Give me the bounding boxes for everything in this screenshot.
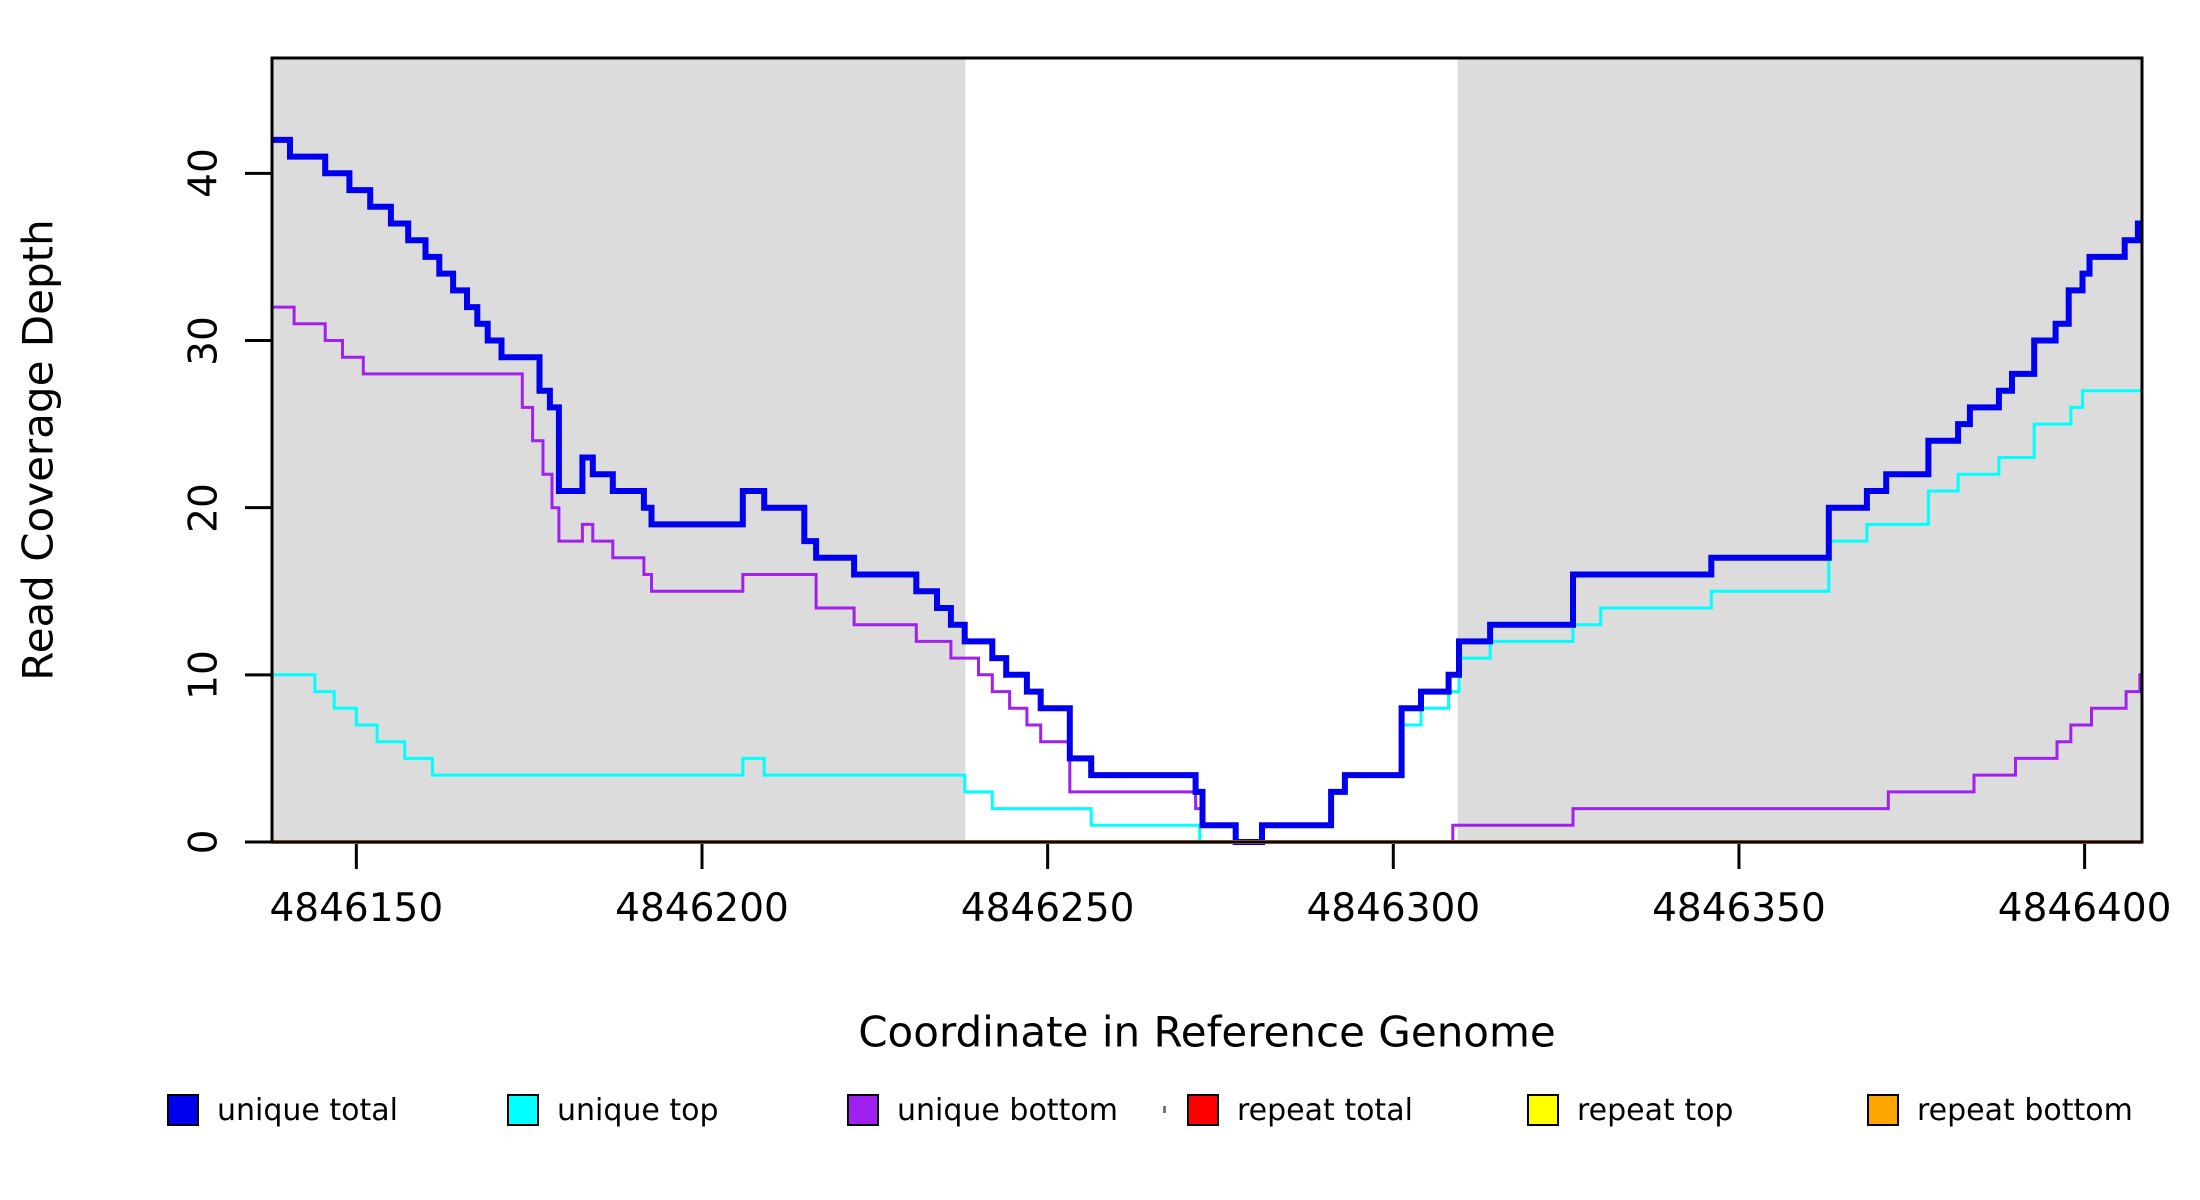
y-tick-label: 30 (181, 315, 227, 366)
repeat-region-band-0 (272, 58, 966, 842)
x-tick-label: 4846200 (615, 886, 789, 931)
legend-item-unique-top: unique top (507, 1078, 719, 1142)
y-tick-label: 0 (181, 829, 227, 855)
legend-item-repeat-top: repeat top (1527, 1078, 1733, 1142)
legend: unique total unique top unique bottom re… (0, 1078, 2200, 1148)
x-tick-label: 4846350 (1652, 886, 1826, 931)
y-tick-label: 20 (181, 482, 227, 533)
legend-item-unique-total: unique total (167, 1078, 398, 1142)
series-line-unique-bottom (272, 305, 2142, 844)
legend-swatch-repeat-top (1527, 1094, 1559, 1126)
legend-label: unique top (557, 1092, 719, 1128)
plot-box-border (270, 56, 2144, 844)
legend-label: repeat total (1237, 1092, 1413, 1128)
x-axis-title: Coordinate in Reference Genome (858, 1007, 1556, 1057)
x-tick-label: 4846300 (1306, 886, 1481, 931)
y-tick-label: 10 (181, 650, 227, 700)
legend-label: unique bottom (897, 1092, 1118, 1128)
legend-label: repeat bottom (1917, 1092, 2133, 1128)
legend-item-repeat-bottom: repeat bottom (1867, 1078, 2133, 1142)
legend-label: unique total (217, 1092, 399, 1128)
repeat-region-band-1 (1457, 58, 2142, 842)
legend-swatch-unique-total (167, 1094, 199, 1126)
legend-item-repeat-total: repeat total (1187, 1078, 1413, 1142)
legend-swatch-unique-top (507, 1094, 539, 1126)
y-tick-label: 40 (181, 148, 227, 199)
legend-swatch-repeat-bottom (1867, 1094, 1899, 1126)
legend-label: repeat top (1577, 1092, 1734, 1128)
legend-swatch-repeat-total (1187, 1094, 1219, 1126)
x-tick-label: 4846400 (1997, 886, 2172, 931)
legend-item-unique-bottom: unique bottom (847, 1078, 1118, 1142)
x-tick-label: 4846250 (960, 886, 1135, 931)
stray-mark (1163, 1106, 1166, 1113)
series-line-unique-total (272, 136, 2142, 845)
legend-swatch-unique-bottom (847, 1094, 879, 1126)
x-tick-label: 4846150 (269, 886, 444, 931)
y-axis-title: Read Coverage Depth (13, 219, 63, 681)
